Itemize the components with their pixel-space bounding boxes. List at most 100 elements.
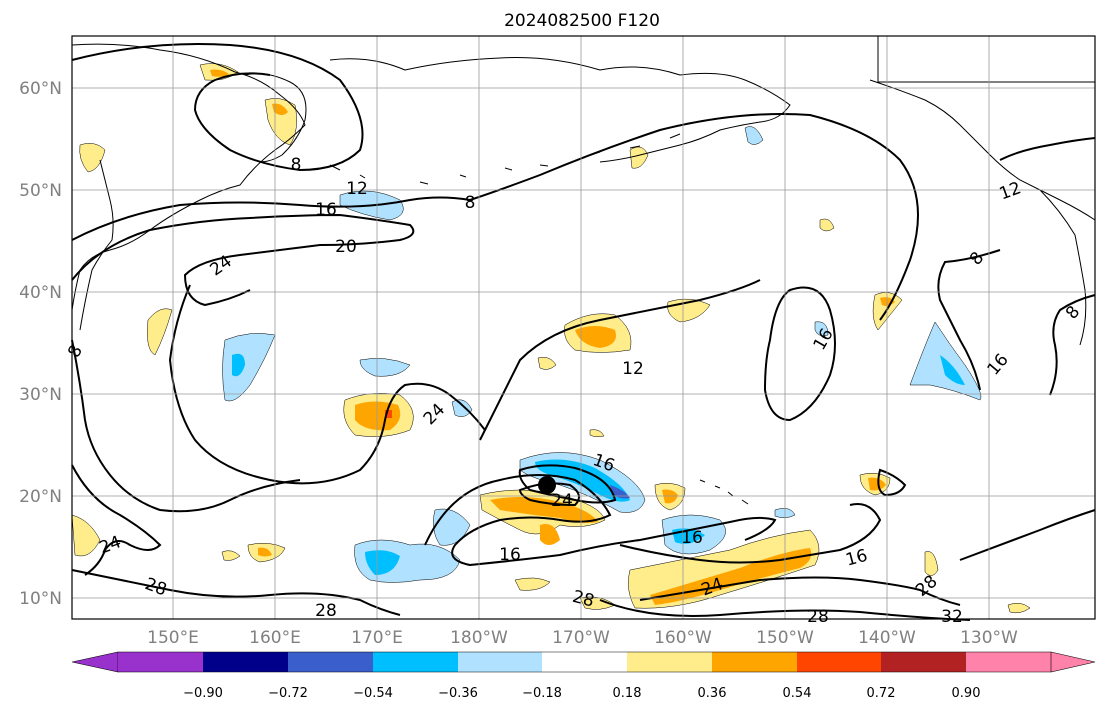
lon-label: 150°W bbox=[756, 628, 814, 648]
contour-label: 8 bbox=[1062, 302, 1084, 323]
negative-area bbox=[744, 126, 764, 145]
contour-label: 16 bbox=[681, 528, 703, 548]
negative-area bbox=[940, 355, 965, 385]
contour-label: 8 bbox=[291, 155, 302, 175]
positive-area bbox=[924, 551, 939, 576]
colorbar-segment bbox=[966, 652, 1051, 672]
contour-line bbox=[518, 464, 617, 504]
positive-area bbox=[868, 477, 886, 491]
contour-line bbox=[999, 137, 1096, 161]
lat-label: 20°N bbox=[19, 487, 62, 507]
na-west-coastline bbox=[1039, 189, 1087, 346]
lat-label: 50°N bbox=[19, 181, 62, 201]
contours bbox=[71, 43, 1096, 621]
contour-label: 16 bbox=[844, 546, 870, 571]
colorbar-tick-label: 0.72 bbox=[867, 686, 896, 701]
map-frame bbox=[71, 35, 1096, 620]
colorbar-segment bbox=[627, 652, 712, 672]
latitude-labels: 60°N 50°N 40°N 30°N 20°N 10°N bbox=[19, 79, 62, 609]
contour-line bbox=[1049, 294, 1096, 396]
coastlines bbox=[71, 36, 1096, 505]
contour-label: 8 bbox=[465, 193, 476, 213]
lat-label: 40°N bbox=[19, 283, 62, 303]
asia-coastline bbox=[71, 43, 306, 311]
hawaii-islands bbox=[699, 479, 749, 505]
colorbar-min-extend bbox=[71, 651, 119, 673]
contour-line bbox=[599, 599, 971, 621]
contour-label: 24 bbox=[97, 532, 124, 558]
colorbar-segment bbox=[542, 652, 627, 672]
negative-area bbox=[610, 485, 630, 499]
colorbar-segment bbox=[288, 652, 373, 672]
lon-label: 150°E bbox=[147, 628, 199, 648]
contour-label: 24 bbox=[420, 400, 449, 429]
map-panel: 8 12 16 8 20 24 12 16 8 12 8 16 24 16 24… bbox=[64, 35, 1096, 627]
positive-area bbox=[537, 357, 557, 370]
contour-line bbox=[71, 213, 415, 307]
negative-area bbox=[365, 550, 400, 575]
chart-title: 2024082500 F120 bbox=[504, 11, 660, 31]
negative-area bbox=[535, 459, 630, 502]
lon-label: 160°W bbox=[654, 628, 712, 648]
lat-label: 30°N bbox=[19, 385, 62, 405]
positive-area bbox=[819, 218, 835, 232]
contour-line bbox=[71, 43, 364, 172]
asia-east-coastline bbox=[79, 159, 114, 331]
lon-label: 170°E bbox=[351, 628, 403, 648]
contour-label: 28 bbox=[315, 601, 337, 621]
colorbar-max-extend bbox=[1050, 651, 1096, 673]
colorbar-tick-label: 0.36 bbox=[698, 686, 727, 701]
colorbar-segment bbox=[712, 652, 797, 672]
colorbar-tick-label: −0.90 bbox=[183, 686, 223, 701]
contour-label: 28 bbox=[142, 574, 169, 600]
lon-label: 170°W bbox=[552, 628, 610, 648]
positive-area bbox=[147, 308, 173, 356]
positive-area bbox=[1007, 602, 1031, 614]
positive-area bbox=[589, 429, 605, 438]
gridlines bbox=[72, 36, 1095, 619]
colorbar: −0.90 −0.72 −0.54 −0.36 −0.18 0.18 0.36 … bbox=[71, 651, 1096, 701]
kamchatka-coastline bbox=[244, 73, 307, 163]
contour-label: 8 bbox=[64, 342, 87, 361]
lat-label: 10°N bbox=[19, 589, 62, 609]
lon-label: 130°W bbox=[960, 628, 1018, 648]
positive-area bbox=[629, 146, 649, 169]
contour-line bbox=[71, 464, 162, 576]
lon-label: 160°E bbox=[249, 628, 301, 648]
colorbar-tick-label: −0.18 bbox=[522, 686, 562, 701]
positive-area bbox=[540, 524, 560, 545]
alaska-coastline bbox=[329, 57, 791, 163]
positive-area bbox=[514, 577, 551, 591]
positive-area bbox=[662, 489, 678, 504]
lat-label: 60°N bbox=[19, 79, 62, 99]
positive-area bbox=[490, 496, 598, 523]
contour-line bbox=[71, 569, 401, 616]
colorbar-segment bbox=[203, 652, 288, 672]
positive-area bbox=[210, 69, 230, 77]
colorbar-tick-label: 0.90 bbox=[952, 686, 981, 701]
contour-line bbox=[877, 468, 907, 497]
contour-label: 28 bbox=[807, 607, 829, 627]
contour-label: 16 bbox=[984, 350, 1013, 379]
contour-line bbox=[937, 249, 1001, 391]
negative-area bbox=[222, 333, 276, 402]
negative-area bbox=[232, 353, 245, 377]
canada-border bbox=[877, 36, 1095, 83]
colorbar-tick-label: 0.54 bbox=[783, 686, 812, 701]
colorbar-segment bbox=[881, 652, 966, 672]
colorbar-tick-label: −0.54 bbox=[353, 686, 393, 701]
contour-label: 12 bbox=[997, 178, 1024, 204]
positive-area bbox=[79, 143, 106, 173]
positive-area bbox=[221, 550, 241, 561]
contour-line bbox=[479, 279, 761, 441]
contour-label: 12 bbox=[346, 179, 368, 199]
contour-label: 28 bbox=[912, 572, 941, 601]
contour-label: 24 bbox=[551, 491, 573, 511]
negative-area bbox=[814, 321, 829, 337]
colorbar-segment bbox=[458, 652, 542, 672]
colorbar-segment bbox=[797, 652, 881, 672]
positive-area bbox=[258, 547, 272, 557]
longitude-labels: 150°E 160°E 170°E 180°W 170°W 160°W 150°… bbox=[147, 628, 1018, 648]
contour-label: 16 bbox=[499, 545, 521, 565]
